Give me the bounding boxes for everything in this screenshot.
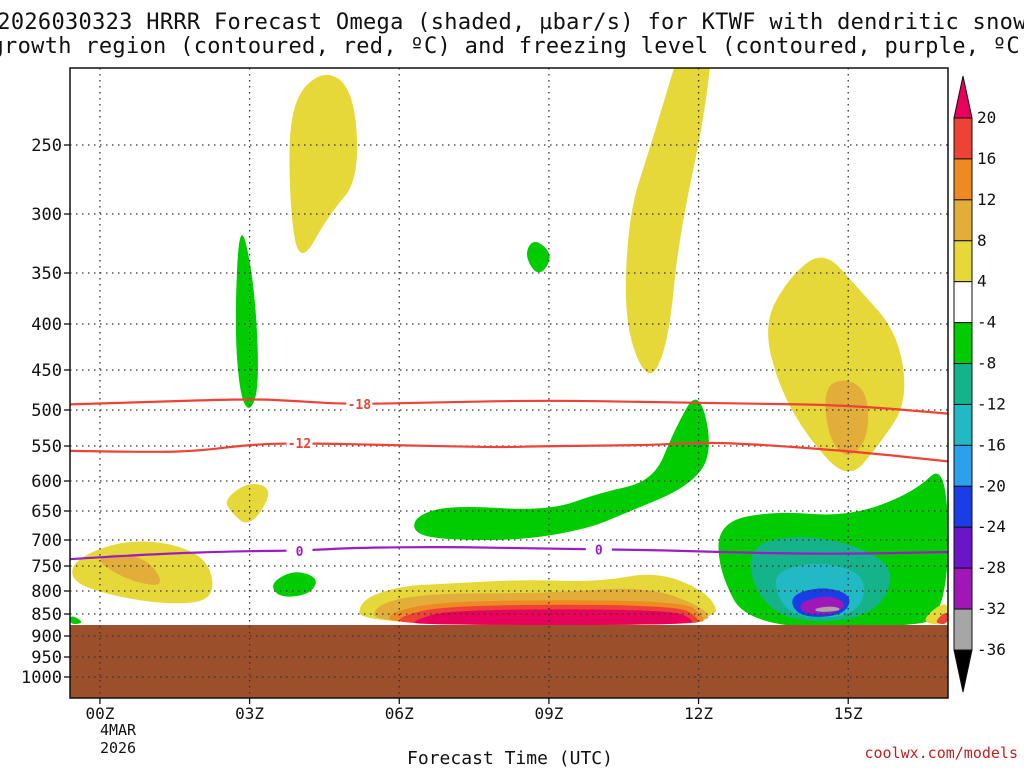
x-axis-ticks: 00Z 03Z 06Z 09Z 12Z 15Z (85, 698, 863, 723)
omega-region-2 (768, 257, 905, 472)
colorbar-bottom-arrow (953, 649, 973, 693)
y-tick-label-550: 550 (31, 437, 62, 457)
y-tick-label-400: 400 (31, 315, 62, 335)
x-tick-label-15Z: 15Z (834, 704, 863, 723)
y-axis-ticks: 2503003504004505005506006507007508008509… (21, 136, 70, 688)
y-tick-label-250: 250 (31, 136, 62, 156)
colorbar-label-3: 8 (977, 231, 987, 250)
contour-label-freezing_level_0C-0: 0 (296, 545, 304, 560)
colorbar-swatch-0 (953, 117, 973, 160)
contour-label-dendritic_-18C-0: -18 (348, 398, 372, 413)
colorbar-swatch-9 (953, 485, 973, 528)
colorbar-label-4: 4 (977, 272, 987, 291)
omega-region-8 (526, 242, 550, 273)
colorbar-label-12: -32 (977, 599, 1006, 618)
omega-shading-layer (70, 68, 948, 628)
date-label-year: 2026 (100, 739, 136, 757)
y-tick-label-600: 600 (31, 472, 62, 492)
y-tick-label-650: 650 (31, 502, 62, 522)
credit-text: coolwx.com/models (864, 744, 1018, 762)
chart-title-line-2: growth region (contoured, red, ºC) and f… (0, 34, 1024, 59)
colorbar-label-10: -24 (977, 517, 1006, 536)
colorbar-swatch-4 (953, 281, 973, 324)
colorbar-label-5: -4 (977, 313, 996, 332)
y-tick-label-850: 850 (31, 605, 62, 625)
y-tick-label-750: 750 (31, 557, 62, 577)
omega-region-7 (235, 235, 258, 408)
plot-frame (69, 67, 949, 699)
terrain-fill (70, 625, 948, 698)
x-tick-label-09Z: 09Z (534, 704, 563, 723)
colorbar-label-8: -16 (977, 435, 1006, 454)
omega-region-23 (936, 613, 948, 625)
colorbar-swatch-7 (953, 403, 973, 446)
contour-freezing_level_0C (70, 546, 948, 561)
date-label-month: 4MAR (100, 721, 137, 739)
colorbar-swatch-10 (953, 526, 973, 569)
y-tick-label-1000: 1000 (21, 668, 62, 688)
y-tick-label-300: 300 (31, 205, 62, 225)
contour-dendritic_-12C (70, 441, 948, 463)
omega-region-24 (70, 616, 82, 625)
x-axis-label: Forecast Time (UTC) (407, 748, 613, 768)
grid-layer (70, 68, 948, 698)
contour-label-dendritic_-12C-0: -12 (288, 437, 311, 452)
colorbar-label-11: -28 (977, 558, 1006, 577)
colorbar-swatch-11 (953, 567, 973, 610)
colorbar: 20 16 12 8 4 -4 -8 -12 -16 -20 -24 -28 -32 -36 (953, 75, 1006, 693)
omega-region-9 (414, 399, 709, 540)
contour-layer: -18 -12 0 0 (70, 396, 948, 561)
x-tick-label-12Z: 12Z (684, 704, 713, 723)
colorbar-swatch-12 (953, 608, 973, 651)
y-tick-label-950: 950 (31, 648, 62, 668)
colorbar-label-9: -20 (977, 476, 1006, 495)
contour-label-bg-dendritic_-18C-0 (346, 396, 373, 412)
omega-region-4 (226, 484, 269, 523)
omega-region-16 (815, 606, 840, 612)
colorbar-label-1: 16 (977, 149, 996, 168)
omega-region-0 (289, 74, 358, 254)
terrain-layer (70, 625, 948, 698)
omega-region-3 (825, 380, 869, 455)
contour-dendritic_-18C (70, 398, 948, 415)
y-tick-label-900: 900 (31, 627, 62, 647)
colorbar-swatch-1 (953, 158, 973, 201)
y-tick-label-450: 450 (31, 361, 62, 381)
y-tick-label-700: 700 (31, 531, 62, 551)
colorbar-swatch-8 (953, 444, 973, 487)
colorbar-swatch-5 (953, 322, 973, 365)
colorbar-label-0: 20 (977, 108, 996, 127)
y-tick-label-800: 800 (31, 582, 62, 602)
colorbar-label-6: -8 (977, 354, 996, 373)
chart-title-line-1: 2026030323 HRRR Forecast Omega (shaded, … (0, 10, 1024, 35)
omega-region-6 (100, 554, 161, 585)
colorbar-swatch-2 (953, 199, 973, 242)
omega-region-21 (414, 609, 692, 625)
colorbar-top-arrow (953, 75, 973, 119)
contour-label-bg-freezing_level_0C-1 (585, 541, 612, 557)
colorbar-label-13: -36 (977, 640, 1006, 659)
colorbar-label-7: -12 (977, 394, 1006, 413)
colorbar-swatch-3 (953, 240, 973, 283)
contour-label-bg-freezing_level_0C-0 (286, 542, 313, 558)
y-tick-label-500: 500 (31, 401, 62, 421)
x-tick-label-06Z: 06Z (385, 704, 414, 723)
colorbar-label-2: 12 (977, 190, 996, 209)
x-tick-label-03Z: 03Z (235, 704, 264, 723)
y-tick-label-350: 350 (31, 264, 62, 284)
x-tick-label-00Z: 00Z (85, 704, 114, 723)
colorbar-swatch-6 (953, 363, 973, 405)
contour-label-freezing_level_0C-1: 0 (595, 543, 603, 558)
omega-region-1 (625, 68, 710, 374)
contour-label-bg-dendritic_-12C-0 (286, 435, 313, 451)
